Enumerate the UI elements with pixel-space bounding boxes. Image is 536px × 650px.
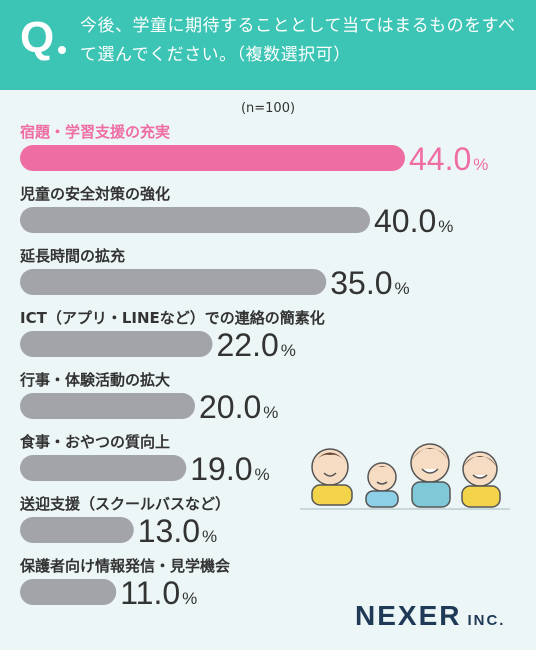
- bar: [20, 455, 187, 481]
- value-label: 40.0%: [374, 203, 453, 239]
- bar: [20, 579, 117, 605]
- logo-sub: INC.: [467, 612, 506, 629]
- value-label: 20.0%: [199, 389, 278, 425]
- bar: [20, 331, 213, 357]
- bar: [20, 517, 134, 543]
- q-dot-icon: [58, 46, 66, 54]
- q-mark: Q: [20, 13, 55, 62]
- value-label: 22.0%: [217, 327, 296, 363]
- value-label: 11.0%: [120, 575, 197, 611]
- bar: [20, 269, 327, 295]
- category-label: 食事・おやつの質向上: [20, 433, 170, 451]
- bar: [20, 207, 370, 233]
- value-label: 35.0%: [330, 265, 409, 301]
- children-illustration-icon: [300, 443, 510, 510]
- category-label: 延長時間の拡充: [19, 247, 125, 265]
- category-label: ICT（アプリ・LINEなど）での連絡の簡素化: [20, 309, 325, 327]
- bar: [20, 393, 195, 419]
- logo-main: NEXER: [355, 600, 462, 631]
- value-label: 19.0%: [190, 451, 269, 487]
- category-label: 送迎支援（スクールバスなど）: [19, 495, 230, 513]
- nexer-logo: NEXER INC.: [355, 600, 505, 632]
- question-header: Q 今後、学童に期待することとして当てはまるものをすべて選んでください。（複数選…: [0, 0, 536, 90]
- bar: [20, 145, 405, 171]
- category-label: 保護者向け情報発信・見学機会: [19, 557, 230, 575]
- value-label: 44.0%: [409, 141, 488, 177]
- category-label: 行事・体験活動の拡大: [19, 371, 170, 389]
- question-text: 今後、学童に期待することとして当てはまるものをすべて選んでください。（複数選択可…: [80, 16, 516, 65]
- category-label: 児童の安全対策の強化: [19, 185, 170, 203]
- sample-size-label: (n=100): [240, 101, 296, 116]
- value-label: 13.0%: [138, 513, 217, 549]
- category-label: 宿題・学習支援の充実: [20, 123, 170, 141]
